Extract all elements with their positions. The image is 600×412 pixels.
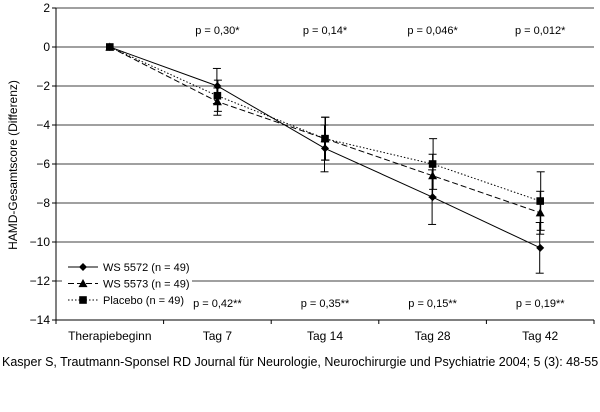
p-value-annotations: p = 0,30* p = 0,14* p = 0,046* p = 0,012* p … <box>193 25 566 310</box>
data-point <box>428 160 437 168</box>
y-tick-label: −6 <box>36 157 50 171</box>
series-markers-1 <box>105 43 545 252</box>
data-point <box>213 82 222 90</box>
y-tick-label: −8 <box>36 196 50 210</box>
legend-item-2: WS 5573 (n = 49) <box>68 279 190 291</box>
y-tick-label: −2 <box>36 79 50 93</box>
data-point <box>212 97 222 106</box>
data-series <box>105 42 545 274</box>
x-tick-label: Tag 42 <box>522 329 558 343</box>
legend-label: WS 5573 (n = 49) <box>103 279 190 291</box>
data-point <box>321 144 329 153</box>
y-tick-label: −4 <box>36 118 50 132</box>
data-point <box>213 91 222 100</box>
legend-item-3: Placebo (n = 49) <box>68 295 184 307</box>
data-point <box>428 193 437 202</box>
data-point <box>535 208 545 217</box>
legend: WS 5572 (n = 49) WS 5573 (n = 49) Placebo … <box>62 259 192 309</box>
p-value-top: p = 0,012* <box>515 25 566 37</box>
p-value-top: p = 0,14* <box>303 25 348 37</box>
legend-label: Placebo (n = 49) <box>103 295 184 307</box>
x-tick-label: Tag 7 <box>203 329 233 343</box>
x-tick-label: Tag 14 <box>307 329 343 343</box>
p-value-bottom: p = 0,42** <box>193 298 242 310</box>
y-axis-label: HAMD-Gesamtscore (Differenz) <box>6 80 20 250</box>
y-tick-labels: 2 0 −2 −4 −6 −8 −10 −12 −14 <box>30 1 56 327</box>
legend-label: WS 5572 (n = 49) <box>103 262 190 274</box>
x-tick-label: Tag 28 <box>415 329 451 343</box>
y-tick-label: −14 <box>30 313 51 327</box>
series-line <box>109 46 541 202</box>
p-value-top: p = 0,046* <box>407 25 458 37</box>
legend-marker <box>79 263 87 271</box>
x-tick-label: Therapiebeginn <box>68 329 151 343</box>
series-markers-3 <box>106 43 544 205</box>
legend-item-1: WS 5572 (n = 49) <box>68 262 190 274</box>
y-tick-label: −10 <box>30 235 51 249</box>
data-point <box>321 134 329 143</box>
legend-marker <box>78 279 88 288</box>
p-value-bottom: p = 0,35** <box>301 298 350 310</box>
legend-marker <box>79 296 87 304</box>
y-tick-label: −12 <box>30 274 51 288</box>
y-tick-label: 0 <box>43 40 50 54</box>
p-value-bottom: p = 0,15** <box>408 298 457 310</box>
citation: Kasper S, Trautmann-Sponsel RD Journal f… <box>2 355 599 369</box>
p-value-top: p = 0,30* <box>195 25 240 37</box>
data-point <box>428 171 438 180</box>
x-tick-labels: Therapiebeginn Tag 7 Tag 14 Tag 28 Tag 42 <box>55 320 595 343</box>
y-tick-label: 2 <box>43 1 50 15</box>
data-point <box>106 43 114 51</box>
p-value-bottom: p = 0,19** <box>516 298 565 310</box>
data-point <box>536 197 544 205</box>
data-point <box>536 243 545 252</box>
